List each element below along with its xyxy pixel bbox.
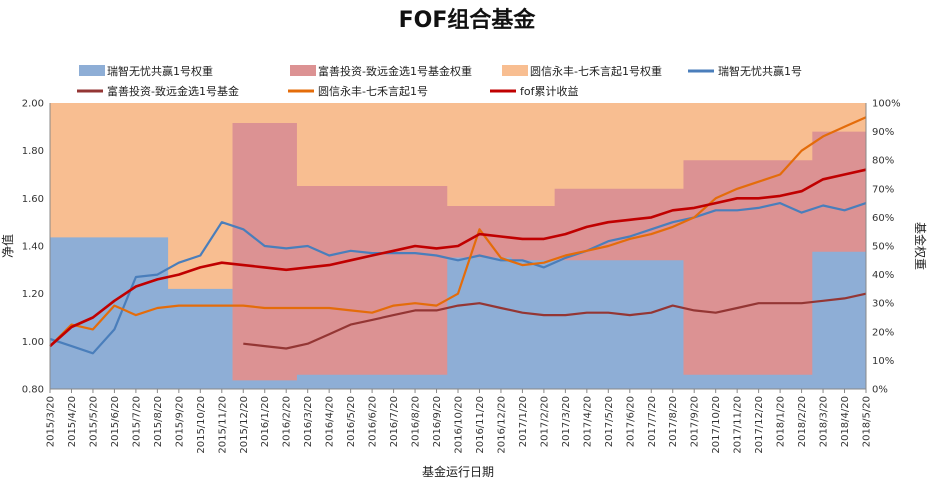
x-tick-label: 2018/5/20 [862,396,873,447]
y2-tick-label: 60% [872,213,894,224]
x-tick-label: 2016/2/20 [282,396,293,447]
x-tick-label: 2015/3/20 [46,396,57,447]
x-tick-label: 2015/12/20 [239,396,250,454]
x-tick-label: 2018/3/20 [819,396,830,447]
x-tick-label: 2016/3/20 [303,396,314,447]
y-tick-label: 1.20 [22,289,44,300]
y-tick-label: 1.80 [22,146,44,157]
x-tick-label: 2016/11/20 [475,396,486,454]
series-line-2 [243,292,867,350]
y2-tick-label: 90% [872,127,894,138]
x-tick-label: 2015/5/20 [88,396,99,447]
x-tick-label: 2017/10/20 [711,396,722,454]
x-tick-label: 2017/7/20 [647,396,658,447]
legend-label: 富善投资-致远金选1号基金 [107,84,239,98]
x-tick-label: 2015/7/20 [131,396,142,447]
legend-label: 圆信永丰-七禾言起1号 [318,84,428,98]
legend-swatch [79,65,105,76]
x-tick-label: 2016/1/20 [260,396,271,447]
x-tick-label: 2017/5/20 [604,396,615,447]
y2-axis-title: 基金权重 [913,222,928,270]
y2-tick-label: 0% [872,385,888,396]
x-tick-label: 2017/4/20 [582,396,593,447]
x-tick-label: 2016/8/20 [411,396,422,447]
x-tick-label: 2015/8/20 [153,396,164,447]
x-tick-label: 2015/10/20 [196,396,207,454]
legend-label: 瑞智无忧共赢1号权重 [107,64,213,78]
y2-tick-label: 30% [872,299,894,310]
weight-area-1 [50,237,866,389]
x-tick-label: 2018/2/20 [797,396,808,447]
y2-tick-label: 40% [872,270,894,281]
y-tick-label: 1.40 [22,242,44,253]
y-tick-label: 1.00 [22,337,44,348]
y-tick-label: 0.80 [22,385,44,396]
x-tick-label: 2016/4/20 [325,396,336,447]
chart-title: FOF组合基金 [399,7,537,33]
y-axis-title: 净值 [0,234,15,258]
series-line-4 [49,168,867,348]
x-tick-label: 2017/9/20 [690,396,701,447]
legend-label: fof累计收益 [520,84,578,98]
legend-label: 瑞智无忧共赢1号 [718,64,802,78]
axes: 0.80 1.00 1.20 1.40 1.60 1.80 2.00 0% 10% 20% 30% 4… [22,99,901,454]
x-tick-label: 2015/9/20 [174,396,185,447]
x-tick-label: 2015/11/20 [217,396,228,454]
legend-label: 富善投资-致远金选1号基金权重 [318,64,472,78]
x-tick-label: 2016/12/20 [496,396,507,454]
x-tick-label: 2017/12/20 [754,396,765,454]
legend-label: 圆信永丰-七禾言起1号权重 [530,64,662,78]
y2-tick-label: 80% [872,156,894,167]
x-tick-label: 2017/8/20 [668,396,679,447]
legend: 瑞智无忧共赢1号权重 富善投资-致远金选1号基金权重 圆信永丰-七禾言起1号权重 瑞智… [77,64,802,98]
y2-tick-label: 70% [872,184,894,195]
x-tick-label: 2017/6/20 [625,396,636,447]
x-tick-label: 2018/4/20 [840,396,851,447]
nav-lines [49,116,867,355]
x-tick-label: 2017/1/20 [518,396,529,447]
x-tick-label: 2016/6/20 [368,396,379,447]
x-tick-label: 2016/5/20 [346,396,357,447]
x-tick-label: 2018/1/20 [776,396,787,447]
x-tick-label: 2016/7/20 [389,396,400,447]
x-tick-label: 2015/4/20 [67,396,78,447]
x-tick-label: 2017/2/20 [539,396,550,447]
y2-tick-label: 50% [872,242,894,253]
series-line-3 [49,116,867,347]
y2-tick-label: 100% [872,99,901,110]
x-axis-title: 基金运行日期 [422,464,494,479]
x-tick-label: 2015/6/20 [110,396,121,447]
y-tick-label: 1.60 [22,194,44,205]
series-line-1 [49,202,867,355]
x-tick-label: 2017/11/20 [733,396,744,454]
x-tick-label: 2016/9/20 [432,396,443,447]
y2-tick-label: 20% [872,327,894,338]
legend-swatch [290,65,316,76]
x-tick-label: 2017/3/20 [561,396,572,447]
legend-swatch [502,65,528,76]
y-tick-label: 2.00 [22,99,44,110]
y2-tick-label: 10% [872,356,894,367]
x-tick-label: 2016/10/20 [454,396,465,454]
